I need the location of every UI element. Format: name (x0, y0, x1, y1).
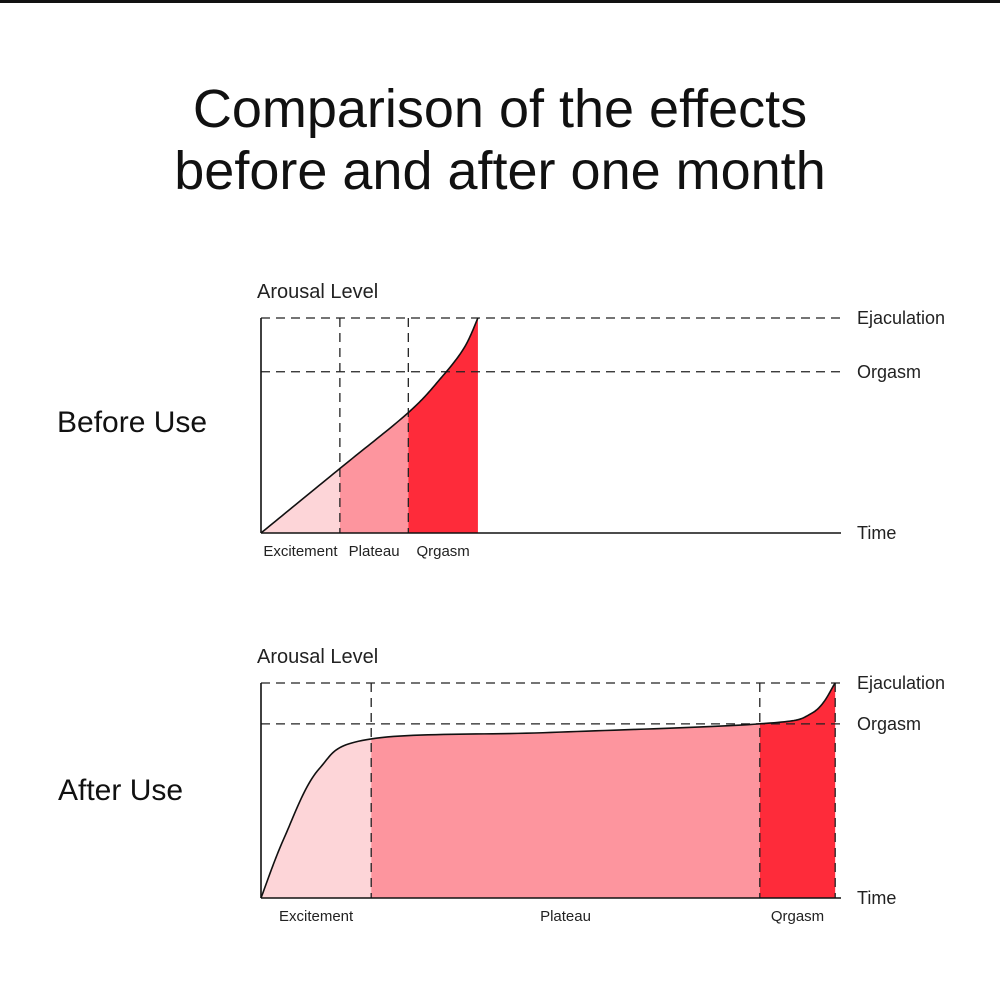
title-line-2: before and after one month (174, 141, 826, 201)
before-y-axis-label: Arousal Level (257, 281, 378, 303)
after-excitement-label: Excitement (279, 908, 354, 925)
after-plateau-label: Plateau (540, 908, 591, 925)
after-qrgasm-label: Qrgasm (771, 908, 824, 925)
title-line-1: Comparison of the effects (192, 79, 808, 139)
before-arousal-curve (260, 317, 479, 534)
after-y-axis-label: Arousal Level (257, 646, 378, 668)
before-orgasm-label: Orgasm (857, 362, 921, 382)
before-plateau-area (339, 412, 409, 533)
before-ejaculation-label: Ejaculation (857, 308, 945, 328)
before-row-label: Before Use (57, 406, 207, 439)
after-plateau-area (371, 723, 760, 898)
after-arousal-curve (260, 682, 836, 899)
before-qrgasm-label: Qrgasm (416, 543, 469, 560)
after-excitement-area (261, 738, 372, 898)
before-plateau-label: Plateau (349, 543, 400, 560)
before-excitement-label: Excitement (263, 543, 338, 560)
after-x-axis-label: Time (857, 888, 896, 908)
before-qrgasm-area (408, 318, 478, 533)
after-ejaculation-label: Ejaculation (857, 673, 945, 693)
page-title: Comparison of the effects before and aft… (0, 78, 1000, 202)
before-x-axis-label: Time (857, 523, 896, 543)
after-row-label: After Use (58, 774, 183, 807)
top-border-rule (0, 0, 1000, 3)
after-orgasm-label: Orgasm (857, 714, 921, 734)
after-qrgasm-area (759, 683, 836, 898)
